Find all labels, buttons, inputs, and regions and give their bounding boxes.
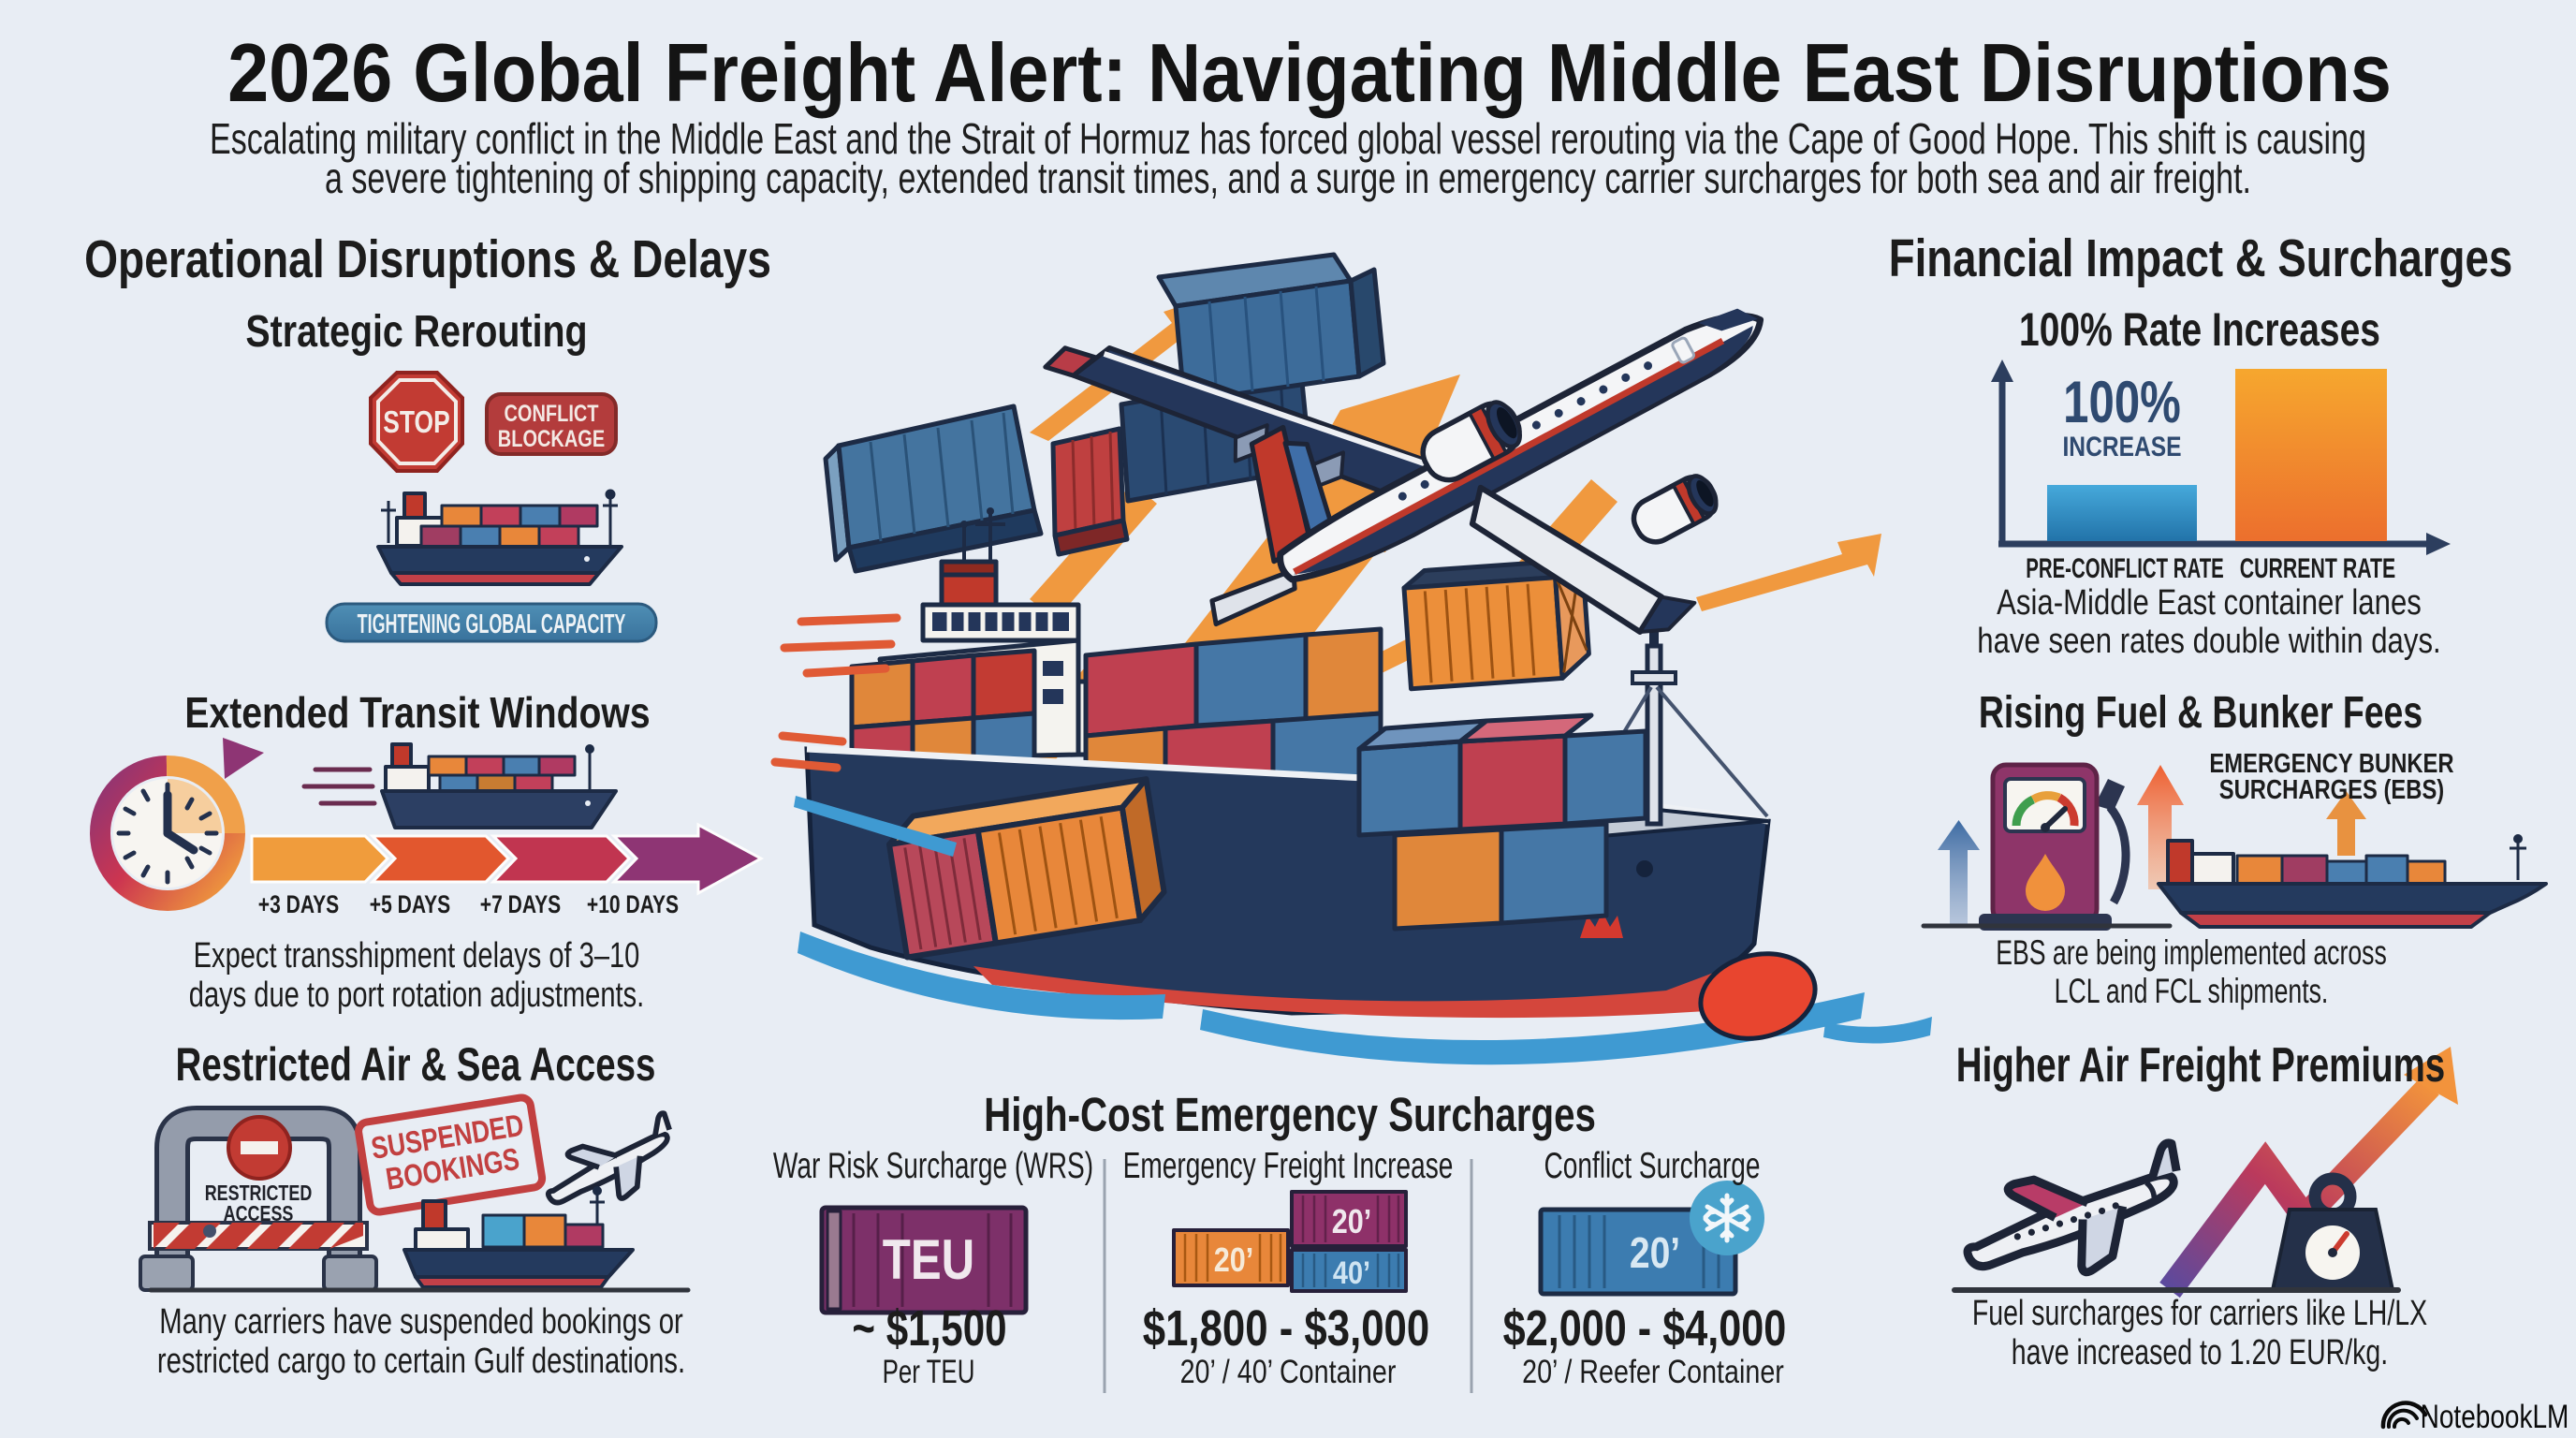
svg-text:20’: 20’	[1332, 1204, 1372, 1241]
svg-text:40’: 40’	[1333, 1255, 1370, 1291]
svg-text:ACCESS: ACCESS	[224, 1202, 294, 1226]
svg-text:BLOCKAGE: BLOCKAGE	[498, 426, 605, 452]
svg-text:20’: 20’	[1630, 1229, 1680, 1278]
svg-text:20’: 20’	[1214, 1242, 1254, 1280]
svg-text:CONFLICT: CONFLICT	[504, 401, 598, 427]
svg-text:INCREASE: INCREASE	[2062, 431, 2181, 462]
svg-text:TIGHTENING GLOBAL CAPACITY: TIGHTENING GLOBAL CAPACITY	[358, 609, 626, 639]
svg-text:STOP: STOP	[383, 405, 449, 439]
svg-text:TEU: TEU	[883, 1227, 974, 1291]
svg-text:100%: 100%	[2063, 369, 2181, 434]
svg-text:RESTRICTED: RESTRICTED	[205, 1181, 313, 1206]
